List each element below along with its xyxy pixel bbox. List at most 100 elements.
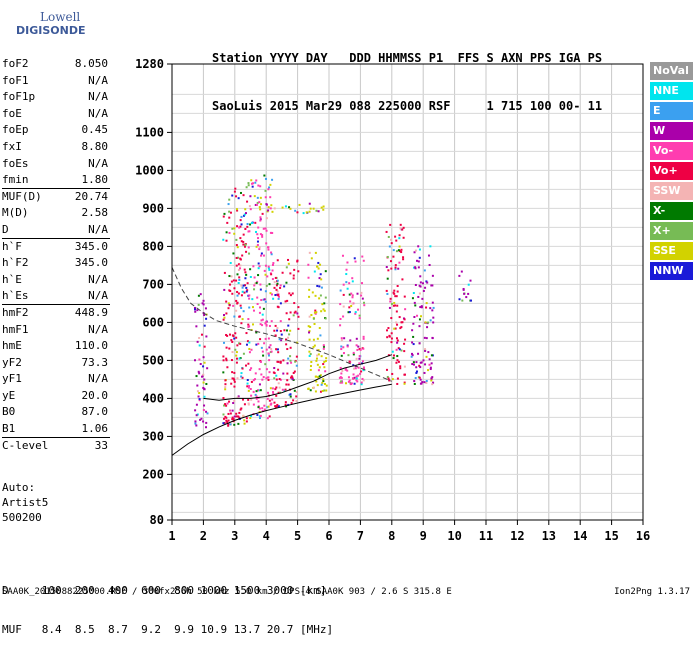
echo-point: [264, 290, 267, 293]
echo-point: [358, 355, 361, 358]
echo-point: [287, 383, 290, 386]
echo-point: [202, 381, 205, 384]
echo-point: [272, 393, 275, 396]
echo-point: [429, 245, 432, 248]
echo-point: [250, 380, 253, 383]
echo-point: [413, 301, 416, 304]
echo-point: [287, 324, 290, 327]
echo-point: [417, 295, 420, 298]
echo-point: [297, 306, 300, 309]
echo-point: [230, 359, 233, 362]
echo-point: [239, 304, 242, 307]
echo-point: [262, 376, 265, 379]
echo-point: [279, 320, 282, 323]
echo-point: [257, 237, 260, 240]
echo-point: [361, 360, 364, 363]
echo-point: [307, 276, 310, 279]
echo-point: [419, 366, 422, 369]
echo-point: [228, 210, 231, 213]
echo-point: [250, 394, 253, 397]
echo-point: [222, 215, 225, 218]
echo-point: [396, 377, 399, 380]
param-value: N/A: [88, 372, 108, 386]
echo-point: [310, 360, 313, 363]
echo-point: [205, 410, 208, 413]
param-row: M(D) 2.58: [2, 205, 110, 222]
echo-point: [244, 284, 247, 287]
echo-point: [269, 231, 272, 234]
echo-point: [231, 340, 234, 343]
echo-point: [223, 404, 226, 407]
echo-point: [259, 338, 262, 341]
echo-point: [195, 403, 198, 406]
echo-point: [351, 277, 354, 280]
param-name: M(D): [2, 206, 29, 220]
echo-point: [390, 238, 393, 241]
echo-point: [261, 350, 264, 353]
param-name: foF1: [2, 73, 29, 87]
echo-point: [273, 401, 276, 404]
echo-point: [401, 278, 404, 281]
echo-point: [259, 216, 262, 219]
echo-point: [203, 395, 206, 398]
echo-point: [267, 376, 270, 379]
echo-point: [226, 334, 229, 337]
echo-point: [293, 389, 296, 392]
echo-point: [416, 314, 419, 317]
echo-point: [285, 338, 288, 341]
echo-point: [394, 235, 397, 238]
echo-point: [298, 203, 301, 206]
echo-point: [317, 353, 320, 356]
echo-point: [260, 299, 263, 302]
echo-point: [222, 359, 225, 362]
echo-point: [354, 311, 357, 314]
echo-point: [355, 375, 358, 378]
echo-point: [317, 369, 320, 372]
legend-item: Vo+: [650, 162, 693, 180]
echo-point: [290, 401, 293, 404]
echo-point: [258, 248, 261, 251]
echo-point: [257, 400, 260, 403]
x-tick-label: 14: [573, 529, 587, 543]
footer-info: SAA0K_2015088225000.RSF / 300fx256h 50 k…: [2, 587, 452, 597]
auto-program: Artist5: [2, 496, 49, 509]
echo-point: [431, 337, 434, 340]
echo-point: [417, 260, 420, 263]
echo-point: [322, 347, 325, 350]
param-value: N/A: [88, 73, 108, 87]
echo-point: [358, 314, 361, 317]
echo-point: [267, 352, 270, 355]
echo-point: [390, 341, 393, 344]
echo-point: [396, 355, 399, 358]
echo-point: [307, 263, 310, 266]
echo-point: [311, 291, 314, 294]
x-tick-label: 16: [636, 529, 650, 543]
param-value: N/A: [88, 322, 108, 336]
echo-point: [242, 398, 245, 401]
echo-point: [205, 335, 208, 338]
param-value: 0.45: [81, 123, 109, 137]
param-row: D N/A: [2, 222, 110, 239]
echo-point: [317, 210, 320, 213]
echo-point: [227, 302, 230, 305]
param-row: h`F2 345.0: [2, 255, 110, 272]
echo-point: [245, 186, 248, 189]
echo-point: [418, 292, 421, 295]
echo-point: [322, 345, 325, 348]
echo-point: [229, 423, 232, 426]
echo-point: [204, 307, 207, 310]
echo-point: [307, 325, 310, 328]
echo-point: [245, 332, 248, 335]
echo-point: [389, 300, 392, 303]
legend-item: SSW: [650, 182, 693, 200]
echo-point: [276, 348, 279, 351]
echo-point: [258, 246, 261, 249]
echo-point: [292, 399, 295, 402]
echo-point: [256, 302, 259, 305]
echo-point: [414, 266, 417, 269]
echo-point: [248, 252, 251, 255]
echo-point: [275, 348, 278, 351]
echo-point: [308, 330, 311, 333]
echo-point: [270, 253, 273, 256]
echo-point: [277, 382, 280, 385]
